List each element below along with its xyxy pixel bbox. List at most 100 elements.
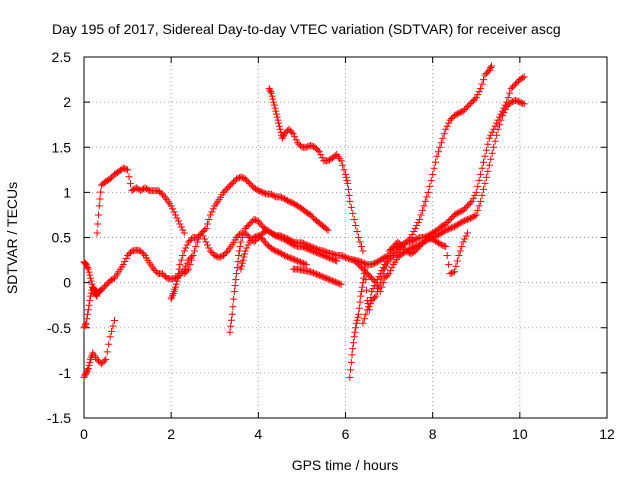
data-point xyxy=(356,238,364,246)
data-point xyxy=(109,275,117,283)
data-point xyxy=(482,70,490,78)
data-point xyxy=(298,259,306,267)
data-point xyxy=(199,232,207,240)
data-point xyxy=(478,191,486,199)
data-point xyxy=(121,165,129,173)
data-point xyxy=(446,270,454,278)
data-point xyxy=(241,250,249,258)
data-point xyxy=(443,226,451,234)
data-point xyxy=(93,292,101,300)
data-point xyxy=(411,224,419,232)
data-point xyxy=(352,324,360,332)
data-point xyxy=(433,238,441,246)
data-point xyxy=(427,176,435,184)
data-point xyxy=(318,154,326,162)
data-point xyxy=(276,125,284,133)
data-point xyxy=(286,239,294,247)
data-point xyxy=(262,190,270,198)
data-point xyxy=(268,92,276,100)
data-point xyxy=(198,229,206,237)
data-point xyxy=(205,215,213,223)
data-point xyxy=(487,155,495,163)
data-point xyxy=(317,151,325,159)
data-point xyxy=(158,190,166,198)
data-point xyxy=(352,319,360,327)
data-point xyxy=(346,197,354,205)
data-point xyxy=(362,310,370,318)
data-point xyxy=(222,249,230,257)
data-point xyxy=(97,188,105,196)
data-point xyxy=(84,366,92,374)
data-point xyxy=(517,75,525,83)
data-point xyxy=(355,261,363,269)
data-point xyxy=(426,234,434,242)
data-point xyxy=(416,243,424,251)
data-point xyxy=(203,220,211,228)
data-point xyxy=(247,237,255,245)
data-point xyxy=(411,247,419,255)
data-point xyxy=(417,211,425,219)
data-point xyxy=(475,176,483,184)
data-point xyxy=(324,275,332,283)
data-point xyxy=(208,249,216,257)
x-tick-label: 4 xyxy=(254,426,262,442)
data-point xyxy=(157,189,165,197)
data-point xyxy=(272,107,280,115)
data-point xyxy=(337,157,345,165)
x-tick-label: 0 xyxy=(80,426,88,442)
data-point xyxy=(177,223,185,231)
data-point xyxy=(229,303,237,311)
data-point xyxy=(503,98,511,106)
data-point xyxy=(99,358,107,366)
data-point xyxy=(119,261,127,269)
data-point xyxy=(226,328,234,336)
data-point xyxy=(358,283,366,291)
data-point xyxy=(363,270,371,278)
data-point xyxy=(345,191,353,199)
data-point xyxy=(376,279,384,287)
data-point xyxy=(103,348,111,356)
data-point xyxy=(142,185,150,193)
data-point xyxy=(342,253,349,261)
data-point xyxy=(501,101,509,109)
data-point xyxy=(456,247,464,255)
y-tick-label: 1.5 xyxy=(52,139,72,155)
y-tick-label: -1.5 xyxy=(47,410,71,426)
data-point xyxy=(442,226,450,234)
data-point xyxy=(269,191,277,199)
data-point xyxy=(497,110,505,118)
data-point xyxy=(389,243,397,251)
data-point xyxy=(384,271,392,279)
data-point xyxy=(368,261,376,269)
data-point xyxy=(92,290,100,298)
data-point xyxy=(453,257,461,265)
data-point xyxy=(343,176,351,184)
data-point xyxy=(179,252,187,260)
data-point xyxy=(172,211,180,219)
data-point xyxy=(102,178,110,186)
data-point xyxy=(279,194,287,202)
data-point xyxy=(88,280,96,288)
data-point xyxy=(369,276,377,284)
data-point xyxy=(448,115,456,123)
data-point xyxy=(379,264,387,272)
data-point xyxy=(449,223,457,231)
data-point xyxy=(382,273,390,281)
data-point xyxy=(328,277,336,285)
data-point xyxy=(324,157,332,165)
data-point xyxy=(410,236,418,244)
data-point xyxy=(240,229,248,237)
data-point xyxy=(83,262,91,270)
data-point xyxy=(278,234,286,242)
chart-title: Day 195 of 2017, Sidereal Day-to-day VTE… xyxy=(52,21,561,37)
data-point xyxy=(288,255,296,263)
data-point xyxy=(420,238,428,246)
data-point xyxy=(244,221,252,229)
data-point xyxy=(296,142,304,150)
data-point xyxy=(286,127,294,135)
data-point xyxy=(137,247,145,255)
data-point xyxy=(355,234,363,241)
data-point xyxy=(234,258,242,266)
data-point xyxy=(352,221,360,229)
data-point xyxy=(442,125,450,133)
